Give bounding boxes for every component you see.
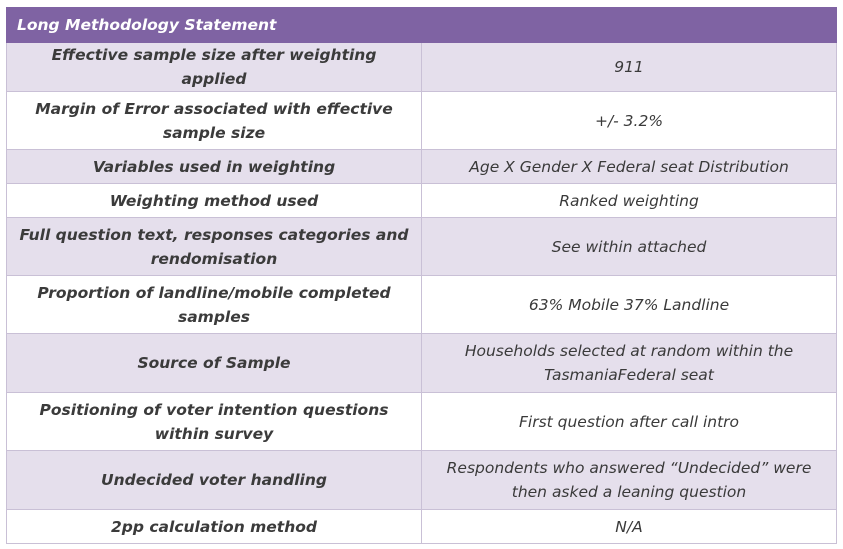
row-value: N/A — [420, 509, 838, 544]
table-row: 2pp calculation method N/A — [6, 509, 838, 544]
row-label: Full question text, responses categories… — [6, 217, 422, 276]
row-label: Weighting method used — [6, 183, 422, 218]
row-value: 63% Mobile 37% Landline — [420, 275, 838, 334]
row-value: Ranked weighting — [420, 183, 838, 218]
row-value: Age X Gender X Federal seat Distribution — [420, 149, 838, 184]
table-row: Positioning of voter intention questions… — [6, 392, 838, 451]
row-label: Effective sample size after weighting ap… — [6, 42, 422, 92]
row-value: Households selected at random within the… — [420, 333, 838, 393]
row-label: Positioning of voter intention questions… — [6, 392, 422, 451]
table-row: Source of Sample Households selected at … — [6, 333, 838, 393]
row-value: +/- 3.2% — [420, 91, 838, 150]
methodology-table: Long Methodology Statement Effective sam… — [5, 7, 838, 544]
table-row: Full question text, responses categories… — [6, 217, 838, 276]
row-label: Margin of Error associated with effectiv… — [6, 91, 422, 150]
row-label: 2pp calculation method — [6, 509, 422, 544]
row-label: Undecided voter handling — [6, 450, 422, 510]
row-value: See within attached — [420, 217, 838, 276]
row-label: Proportion of landline/mobile completed … — [6, 275, 422, 334]
row-value: 911 — [420, 42, 838, 92]
row-label: Variables used in weighting — [6, 149, 422, 184]
row-value: Respondents who answered “Undecided” wer… — [420, 450, 838, 510]
table-row: Proportion of landline/mobile completed … — [6, 275, 838, 334]
table-row: Undecided voter handling Respondents who… — [6, 450, 838, 510]
table-header-row: Long Methodology Statement — [5, 7, 838, 43]
table-row: Margin of Error associated with effectiv… — [6, 91, 838, 150]
row-value: First question after call intro — [420, 392, 838, 451]
row-label: Source of Sample — [6, 333, 422, 393]
table-row: Effective sample size after weighting ap… — [6, 42, 838, 92]
table-title: Long Methodology Statement — [5, 7, 838, 43]
table-row: Weighting method used Ranked weighting — [6, 183, 838, 218]
table-row: Variables used in weighting Age X Gender… — [6, 149, 838, 184]
